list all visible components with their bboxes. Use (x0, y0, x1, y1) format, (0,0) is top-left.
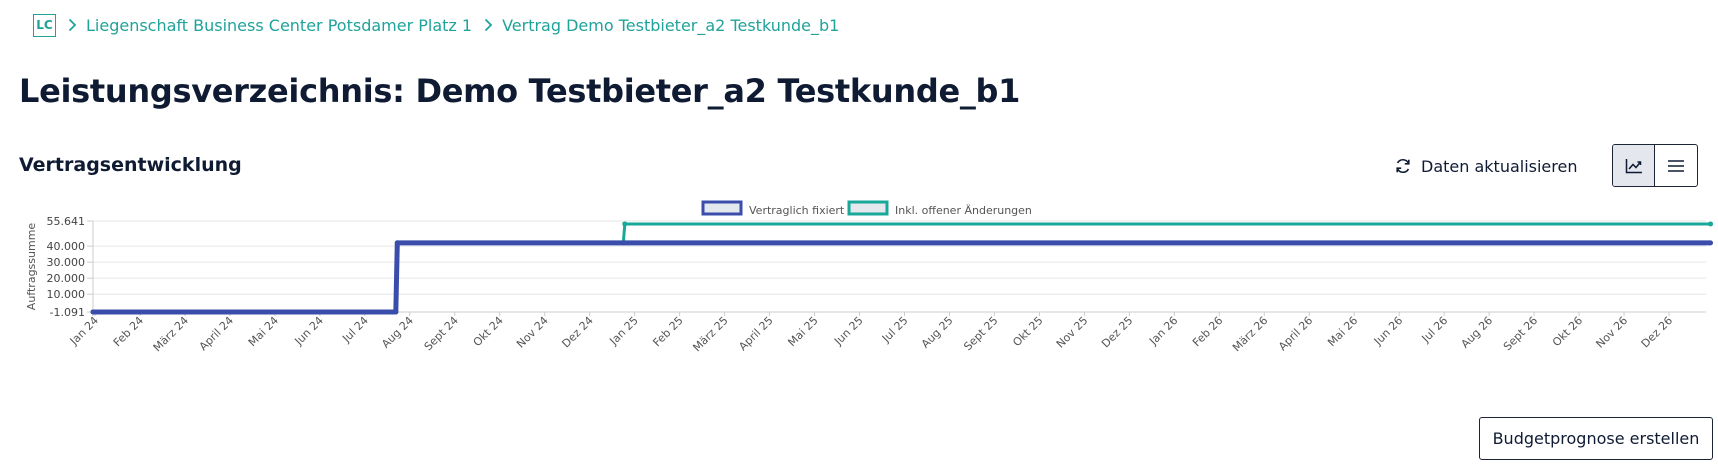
x-tick-label: Dez 24 (559, 314, 595, 350)
chart-view-icon (1625, 158, 1643, 174)
refresh-label: Daten aktualisieren (1421, 156, 1578, 176)
x-tick-label: Nov 24 (514, 314, 551, 351)
legend-label-0: Vertraglich fixiert (749, 204, 845, 217)
breadcrumb: LC Liegenschaft Business Center Potsdame… (33, 12, 839, 38)
x-tick-label: Dez 26 (1639, 314, 1675, 350)
x-tick-label: Jul 26 (1419, 314, 1451, 346)
x-tick-label: Sept 24 (422, 314, 461, 353)
x-tick-label: Okt 25 (1010, 314, 1045, 349)
x-tick-label: Jul 24 (339, 314, 371, 346)
x-tick-label: Mai 26 (1325, 314, 1360, 349)
x-tick-label: Okt 24 (471, 314, 506, 349)
x-tick-label: Jun 26 (1371, 314, 1405, 348)
refresh-data-button[interactable]: Daten aktualisieren (1394, 153, 1577, 179)
x-tick-label: Jan 26 (1146, 314, 1180, 348)
x-tick-label: Feb 25 (650, 314, 685, 349)
y-tick-label: 10.000 (47, 288, 86, 301)
breadcrumb-link-property[interactable]: Liegenschaft Business Center Potsdamer P… (86, 15, 473, 35)
x-tick-label: Nov 25 (1054, 314, 1091, 351)
y-tick-label: 55.641 (47, 215, 86, 228)
x-tick-label: Nov 26 (1593, 314, 1630, 351)
series-point-0 (1708, 240, 1714, 246)
x-tick-label: März 25 (690, 314, 730, 354)
refresh-icon (1394, 157, 1412, 175)
x-tick-label: Feb 26 (1190, 314, 1225, 349)
page-title: Leistungsverzeichnis: Demo Testbieter_a2… (19, 72, 1021, 110)
y-tick-label: 40.000 (47, 240, 86, 253)
x-tick-label: Mai 24 (246, 314, 281, 349)
section-title: Vertragsentwicklung (19, 154, 242, 176)
x-tick-label: Okt 26 (1550, 314, 1585, 349)
series-point-0 (394, 240, 400, 246)
chevron-right-icon (484, 18, 493, 32)
x-tick-label: Dez 25 (1099, 314, 1135, 350)
y-tick-label: 30.000 (47, 256, 86, 269)
legend-label-1: Inkl. offener Änderungen (895, 204, 1032, 217)
x-tick-label: Jan 25 (607, 314, 641, 348)
x-tick-label: April 25 (736, 314, 775, 353)
x-tick-label: Jun 25 (831, 314, 865, 348)
x-tick-label: Sept 26 (1501, 314, 1540, 353)
y-axis-title: Auftragssumme (25, 223, 38, 311)
x-tick-label: März 26 (1230, 314, 1270, 354)
view-toggle (1612, 144, 1698, 187)
chevron-right-icon (68, 18, 77, 32)
contract-development-chart: 55.641 40.000 30.000 20.000 10.000 -1.091 Auft… (0, 200, 1718, 382)
chart-view-button[interactable] (1613, 145, 1655, 186)
series-line-0 (93, 240, 1711, 315)
x-tick-label: Jan 24 (67, 314, 101, 348)
x-tick-label: März 24 (151, 314, 191, 354)
x-tick-label: April 26 (1276, 314, 1315, 353)
legend-swatch-1 (847, 200, 889, 216)
series-point-0 (393, 309, 399, 315)
chart-svg: 55.641 40.000 30.000 20.000 10.000 -1.091 Auft… (25, 200, 1714, 354)
app-logo[interactable]: LC (33, 13, 56, 37)
y-tick-label: 20.000 (47, 272, 86, 285)
x-tick-label: Jul 25 (879, 314, 911, 346)
x-tick-label: Sept 25 (961, 314, 1000, 353)
x-tick-label: Feb 24 (111, 314, 146, 349)
x-tick-label: Mai 25 (785, 314, 820, 349)
y-tick-label: -1.091 (50, 306, 85, 319)
legend-swatch-0 (701, 200, 743, 216)
x-tick-label: Aug 26 (1459, 314, 1496, 351)
x-tick-label: April 24 (197, 314, 236, 353)
series-point-1 (622, 221, 628, 227)
series-point-1 (1708, 221, 1714, 227)
list-view-button[interactable] (1655, 145, 1697, 186)
x-tick-label: Aug 25 (919, 314, 956, 351)
x-tick-label: Jun 24 (292, 314, 326, 348)
series-line-1 (93, 222, 1711, 314)
create-budget-forecast-button[interactable]: Budgetprognose erstellen (1479, 417, 1713, 460)
series-point-0 (90, 309, 96, 315)
breadcrumb-link-contract[interactable]: Vertrag Demo Testbieter_a2 Testkunde_b1 (502, 15, 840, 35)
x-tick-label: Aug 24 (379, 314, 416, 351)
list-view-icon (1667, 159, 1685, 173)
